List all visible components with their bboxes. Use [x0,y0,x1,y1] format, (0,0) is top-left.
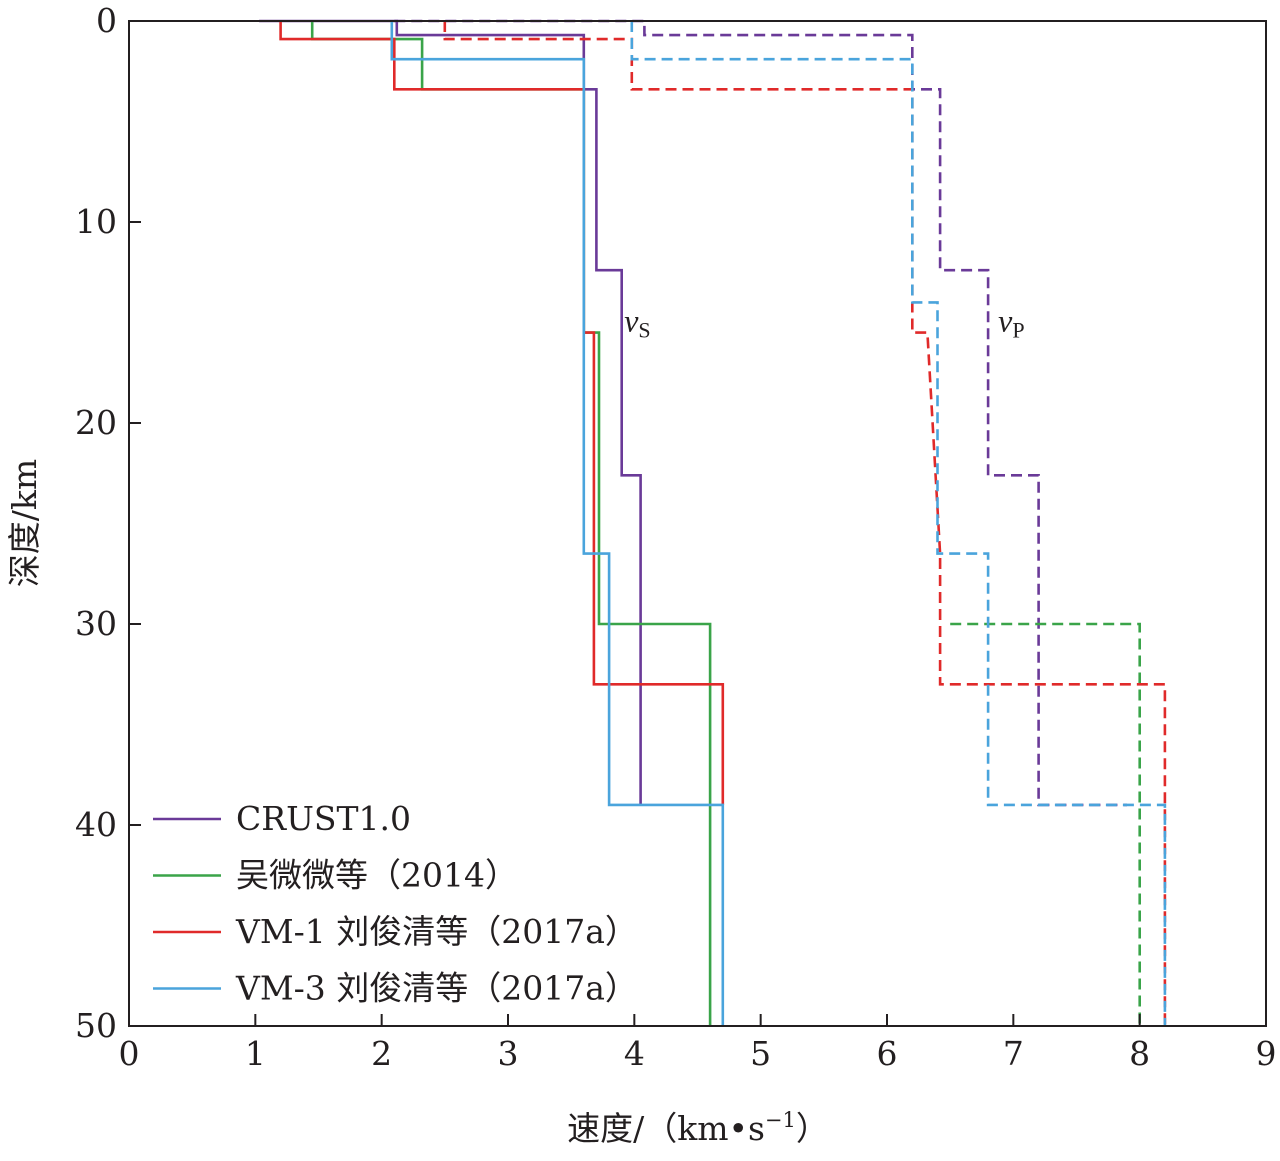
vp-line-vm3 [630,21,1167,1026]
y-tick-label: 50 [75,1006,117,1045]
series-layer [259,19,1167,1026]
y-tick-label: 30 [75,604,117,643]
x-tick-label: 1 [245,1034,266,1073]
x-tick-label: 3 [498,1034,519,1073]
x-axis-label-main: 速度/（km•s [567,1109,765,1148]
annotation-vp: vP [998,302,1024,342]
x-tick-label: 4 [624,1034,645,1073]
vp-line-vm1 [443,21,1167,1026]
legend-label: VM-3 刘俊清等（2017a） [235,969,638,1008]
x-tick-label: 8 [1129,1034,1150,1073]
annotation-vs: vS [624,302,650,342]
vs-line-vm3 [390,21,725,1026]
vs-line-vm1 [279,21,725,805]
legend: CRUST1.0 吴微微等（2014） VM-1 刘俊清等（2017a） VM-3 刘… [153,799,638,1008]
x-tick-label: 7 [1003,1034,1024,1073]
y-tick-label: 40 [75,805,117,844]
series-vm3 [390,21,1167,1026]
legend-item-vm1: VM-1 刘俊清等（2017a） [153,912,638,951]
x-axis-label-close: ） [796,1109,829,1148]
vp-line-wu2014 [950,622,1141,1026]
annotation-vp-symbol: v [998,302,1013,338]
legend-label: CRUST1.0 [236,799,411,838]
x-axis-label: 速度/（km•s−1） [567,1108,829,1148]
legend-item-wu2014: 吴微微等（2014） [153,856,518,895]
legend-label: VM-1 刘俊清等（2017a） [235,912,638,951]
vp-line-crust1 [394,19,1127,807]
vs-line-crust1 [259,19,642,805]
annotation-vs-symbol: v [624,302,639,338]
legend-label: 吴微微等（2014） [236,856,518,895]
y-tick-label: 10 [75,202,117,241]
x-tick-label: 2 [371,1034,392,1073]
series-crust1 [259,19,1127,807]
x-tick-label: 5 [750,1034,771,1073]
x-tick-label: 6 [877,1034,898,1073]
annotation-vp-subscript: P [1012,317,1024,342]
x-axis-label-sup: −1 [765,1108,796,1132]
y-tick-label: 0 [96,1,117,40]
annotation-vs-subscript: S [638,317,650,342]
y-tick-label: 20 [75,403,117,442]
ticks-layer: 0 1 2 3 4 5 6 7 8 9 0 10 20 30 40 50 [75,1,1277,1073]
x-tick-label: 0 [119,1034,140,1073]
legend-item-vm3: VM-3 刘俊清等（2017a） [153,969,638,1008]
plot-frame [128,20,1267,1027]
legend-item-crust1: CRUST1.0 [153,799,411,838]
x-tick-label: 9 [1256,1034,1277,1073]
y-axis-label: 深度/km [5,459,44,587]
annotations: vS vP [624,302,1024,342]
